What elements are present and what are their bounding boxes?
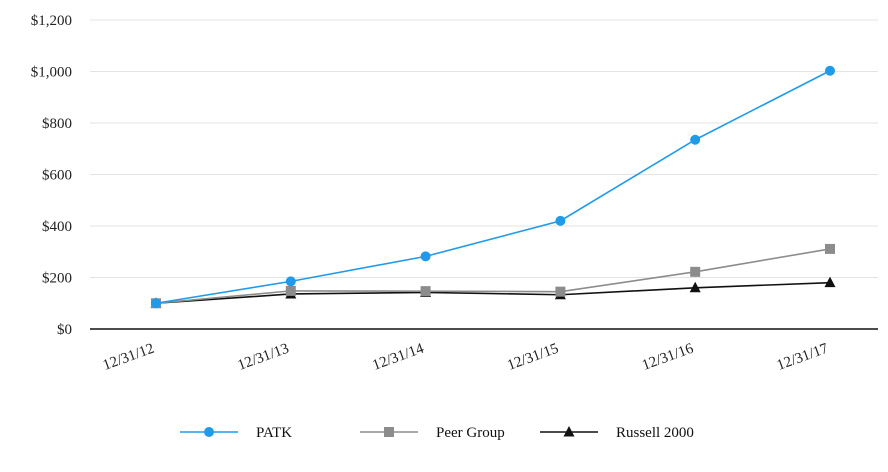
series-patk xyxy=(151,65,835,309)
data-point-peer-group xyxy=(420,286,431,297)
data-series xyxy=(150,65,836,309)
data-point-patk xyxy=(690,134,701,145)
gridlines xyxy=(90,19,878,278)
legend: PATK Peer Group Russell 2000 xyxy=(180,425,694,441)
series-line-russell-2000 xyxy=(155,281,831,305)
legend-item-patk: PATK xyxy=(180,425,292,441)
legend-item-peer-group: Peer Group xyxy=(360,425,505,441)
data-point-patk xyxy=(555,215,566,226)
data-point-peer-group xyxy=(285,285,296,296)
legend-label: Russell 2000 xyxy=(616,425,694,441)
data-point-peer-group xyxy=(690,266,701,277)
data-point-peer-group xyxy=(825,243,835,254)
legend-item-russell-2000: Russell 2000 xyxy=(540,425,694,441)
data-point-patk xyxy=(151,298,161,309)
series-peer-group xyxy=(151,243,835,309)
series-line-peer-group xyxy=(155,248,831,305)
y-tick-label: $800 xyxy=(42,116,72,132)
legend-swatch-marker xyxy=(563,426,575,437)
data-point-patk xyxy=(285,276,296,287)
x-tick-label: 12/31/14 xyxy=(370,340,426,373)
y-axis-tick-labels: $0 $200 $400 $600 $800 $1,000 $1,200 xyxy=(31,13,72,338)
y-tick-label: $0 xyxy=(57,322,72,338)
x-tick-label: 12/31/15 xyxy=(505,341,561,374)
x-tick-label: 12/31/17 xyxy=(775,340,831,373)
series-line-patk xyxy=(155,70,831,305)
x-tick-label: 12/31/16 xyxy=(640,340,696,373)
legend-label: Peer Group xyxy=(436,425,505,441)
x-axis-tick-labels: 12/31/12 12/31/13 12/31/14 12/31/15 12/31/16… xyxy=(101,340,831,373)
data-point-russell-2000 xyxy=(689,281,701,293)
y-tick-label: $200 xyxy=(42,271,72,287)
data-point-patk xyxy=(420,251,431,262)
legend-label: PATK xyxy=(256,425,292,441)
legend-swatch-marker xyxy=(384,427,394,437)
x-tick-label: 12/31/13 xyxy=(236,341,292,374)
y-tick-label: $600 xyxy=(42,168,72,184)
y-tick-label: $1,200 xyxy=(31,13,72,29)
data-point-russell-2000 xyxy=(824,276,836,288)
data-point-patk xyxy=(825,65,835,76)
y-tick-label: $400 xyxy=(42,219,72,235)
legend-swatch-marker xyxy=(204,427,214,437)
y-tick-label: $1,000 xyxy=(31,65,72,81)
data-point-peer-group xyxy=(555,286,566,297)
x-tick-label: 12/31/12 xyxy=(101,341,157,374)
